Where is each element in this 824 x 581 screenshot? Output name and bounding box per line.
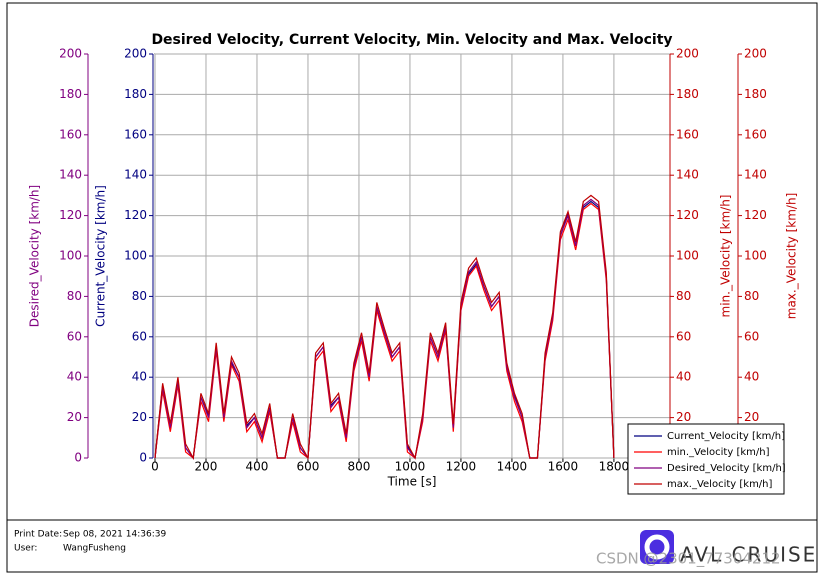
y-tick-label: 200 <box>676 47 699 61</box>
x-tick-label: 1800 <box>599 460 630 474</box>
y-tick-label: 60 <box>132 329 147 343</box>
y-tick-label: 140 <box>744 168 767 182</box>
y-axis-title: min._Velocity [km/h] <box>719 195 733 318</box>
y-tick-label: 60 <box>676 329 691 343</box>
y-tick-label: 40 <box>67 370 82 384</box>
brand: AVL CRUISE <box>680 543 817 567</box>
x-tick-label: 1400 <box>497 460 528 474</box>
y-tick-label: 80 <box>676 289 691 303</box>
y-tick-label: 120 <box>59 208 82 222</box>
y-tick-label: 140 <box>676 168 699 182</box>
legend: Current_Velocity [km/h] min._Velocity [km… <box>627 423 786 495</box>
y-tick-label: 180 <box>59 87 82 101</box>
y-tick-label: 180 <box>124 87 147 101</box>
y-tick-label: 180 <box>744 87 767 101</box>
y-tick-label: 100 <box>59 249 82 263</box>
legend-label: min._Velocity [km/h] <box>667 447 770 458</box>
chart-title: Desired Velocity, Current Velocity, Min.… <box>151 32 672 48</box>
y-tick-label: 20 <box>67 410 82 424</box>
y-tick-label: 60 <box>67 329 82 343</box>
y-tick-label: 0 <box>74 451 82 465</box>
print-date-label: Print Date: <box>14 530 62 540</box>
x-tick-label: 1200 <box>446 460 477 474</box>
x-tick-label: 400 <box>246 460 269 474</box>
y-tick-label: 80 <box>744 289 759 303</box>
y-tick-label: 180 <box>676 87 699 101</box>
legend-label: max._Velocity [km/h] <box>667 479 773 490</box>
x-tick-label: 1600 <box>548 460 579 474</box>
y-tick-label: 40 <box>132 370 147 384</box>
user: WangFusheng <box>63 544 126 554</box>
y-tick-label: 200 <box>744 47 767 61</box>
y-tick-label: 140 <box>124 168 147 182</box>
y-tick-label: 160 <box>676 127 699 141</box>
y-tick-label: 0 <box>139 451 147 465</box>
y-tick-label: 100 <box>124 249 147 263</box>
series-line <box>154 194 615 461</box>
y-tick-label: 80 <box>67 289 82 303</box>
y-tick-label: 200 <box>124 47 147 61</box>
y-tick-label: 20 <box>744 410 759 424</box>
y-tick-label: 60 <box>744 329 759 343</box>
brand-logo-mark <box>644 534 670 560</box>
y-tick-label: 100 <box>676 249 699 263</box>
y-tick-label: 100 <box>744 249 767 263</box>
y-tick-label: 160 <box>124 127 147 141</box>
y-tick-label: 160 <box>744 127 767 141</box>
y-tick-label: 20 <box>676 410 691 424</box>
x-tick-label: 0 <box>151 460 159 474</box>
y-tick-label: 160 <box>59 127 82 141</box>
legend-label: Desired_Velocity [km/h] <box>667 463 786 474</box>
print-date: Sep 08, 2021 14:36:39 <box>63 530 166 540</box>
y-tick-label: 40 <box>676 370 691 384</box>
user-label: User: <box>14 544 37 554</box>
y-axis-title: Current_Velocity [km/h] <box>94 185 108 327</box>
x-tick-label: 1000 <box>395 460 426 474</box>
y-tick-label: 120 <box>744 208 767 222</box>
x-tick-label: 600 <box>297 460 320 474</box>
x-tick-label: 800 <box>348 460 371 474</box>
y-tick-label: 120 <box>124 208 147 222</box>
y-axis-title: max._Velocity [km/h] <box>785 193 799 320</box>
y-tick-label: 140 <box>59 168 82 182</box>
y-tick-label: 200 <box>59 47 82 61</box>
y-tick-label: 120 <box>676 208 699 222</box>
x-tick-label: 200 <box>195 460 218 474</box>
x-axis-title: Time [s] <box>387 475 437 489</box>
y-axis-title: Desired_Velocity [km/h] <box>28 185 42 327</box>
legend-label: Current_Velocity [km/h] <box>667 431 785 442</box>
y-tick-label: 20 <box>132 410 147 424</box>
y-tick-label: 40 <box>744 370 759 384</box>
y-tick-label: 80 <box>132 289 147 303</box>
watermark: CSDN @2301_77304212 <box>596 550 781 569</box>
